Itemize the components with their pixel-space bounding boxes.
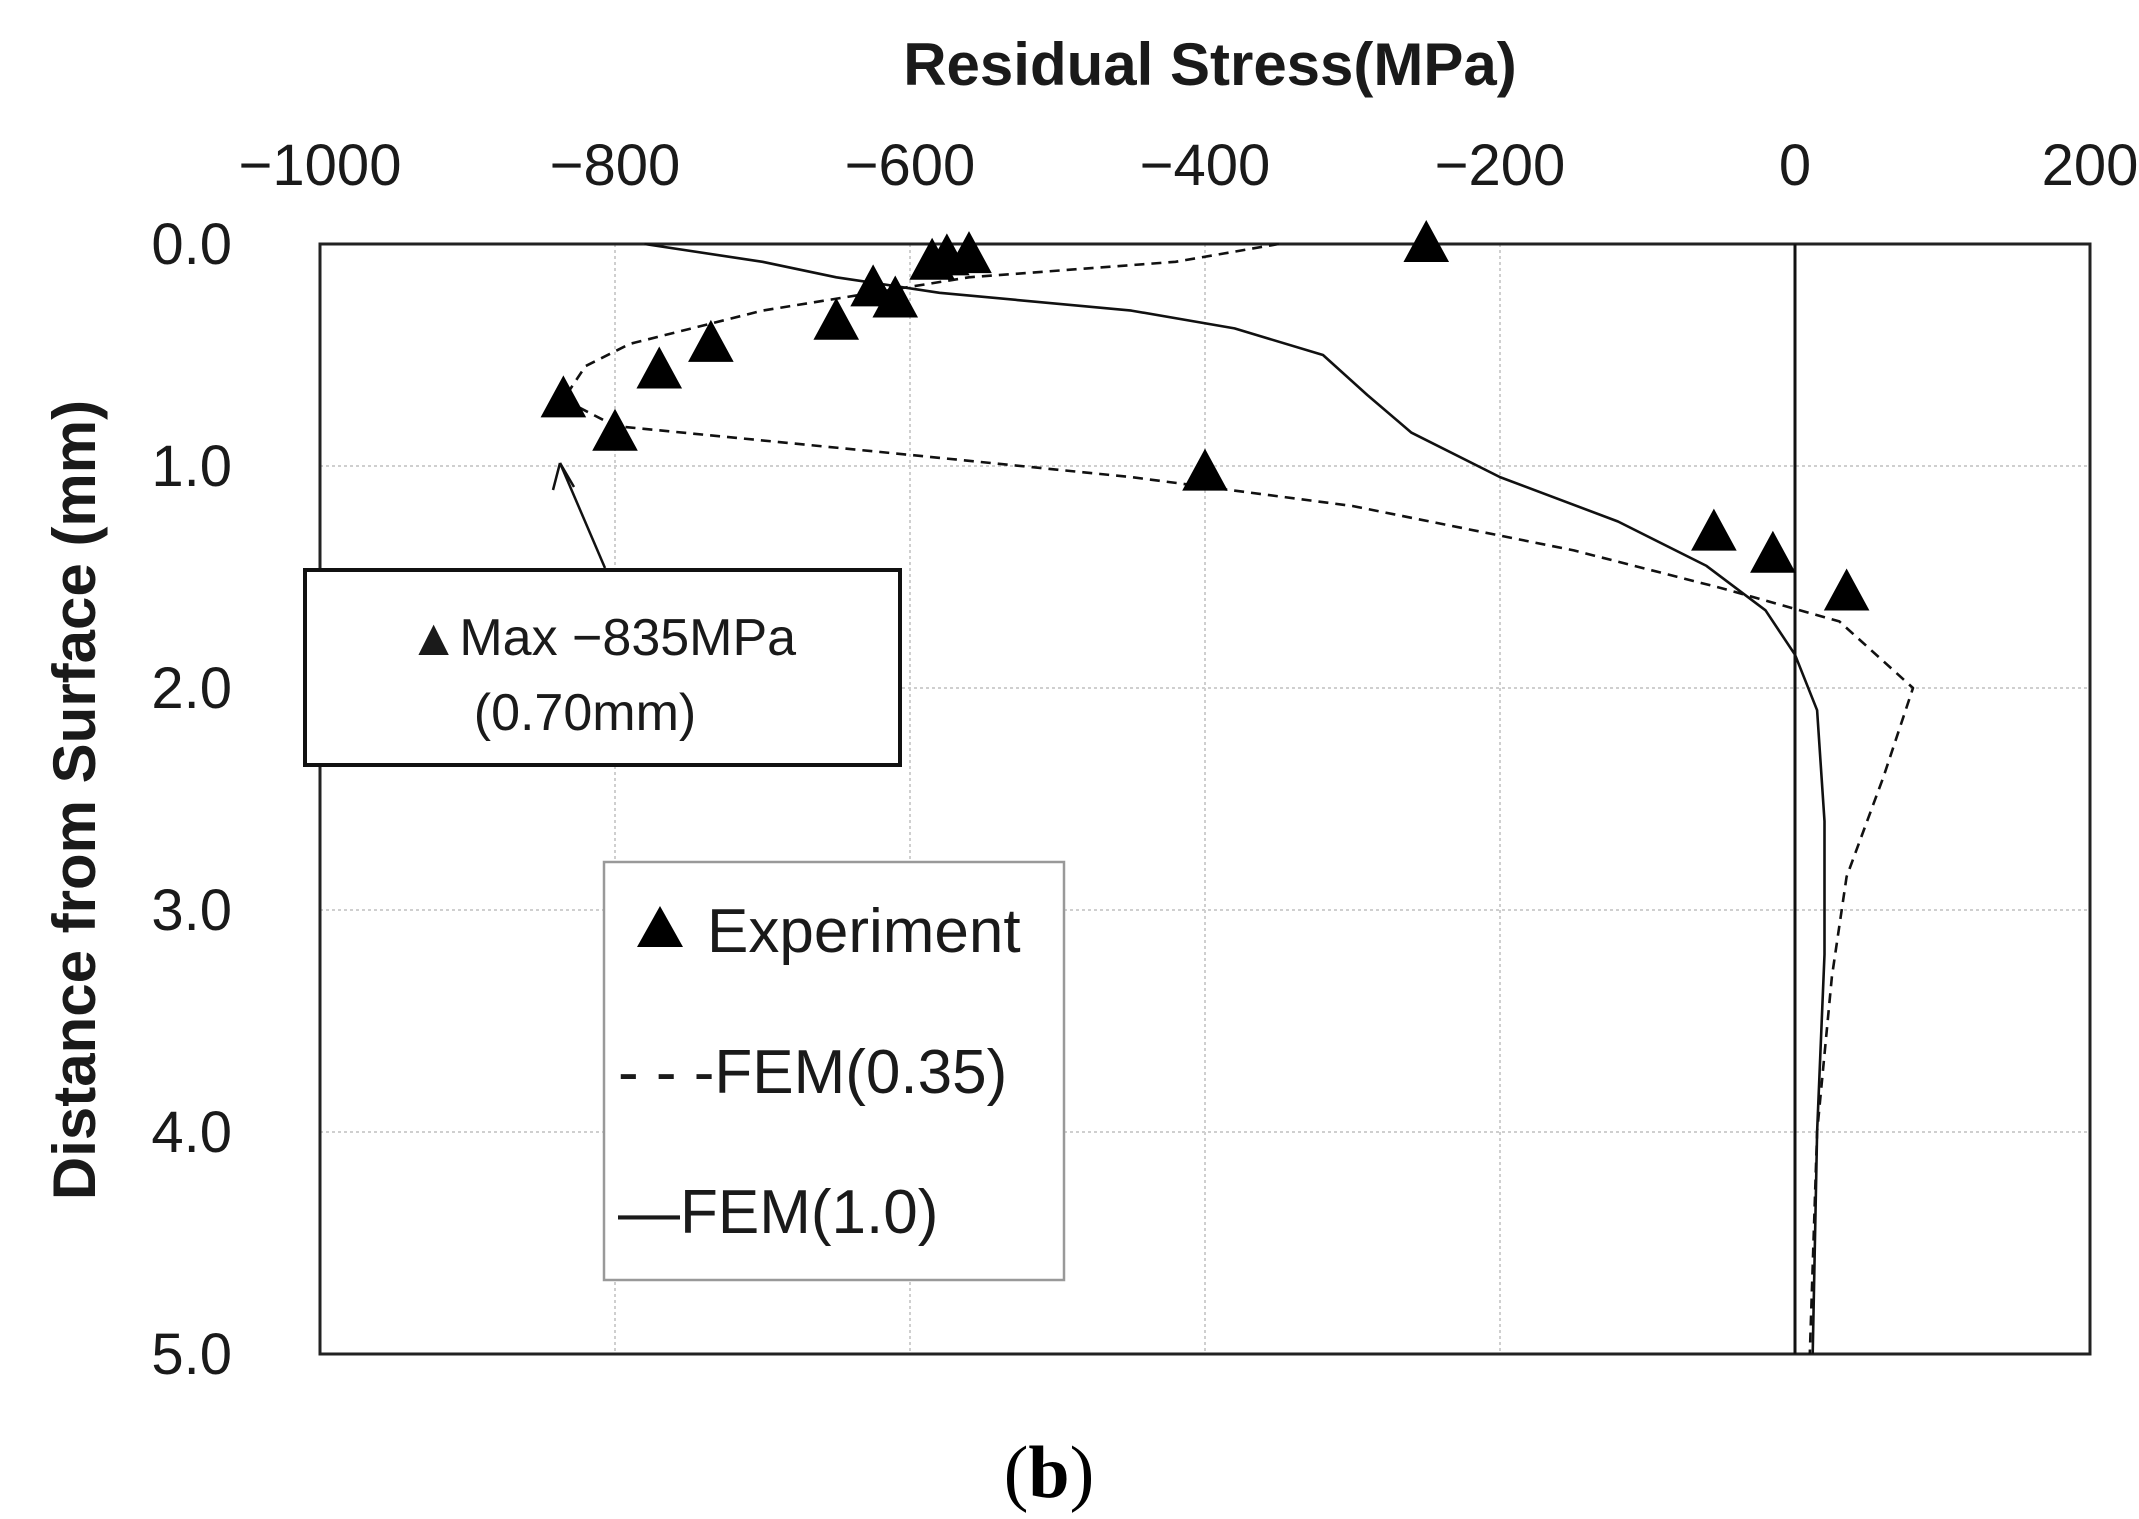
annotation-line1: ▲Max −835MPa [408,609,796,667]
x-tick-label: −200 [1435,133,1566,198]
x-axis-title: Residual Stress(MPa) [903,31,1517,98]
y-tick-label: 1.0 [151,434,232,499]
y-tick-label: 3.0 [151,878,232,943]
caption-close-paren: ) [1070,1432,1095,1514]
x-tick-label: −600 [845,133,976,198]
y-tick-label: 2.0 [151,656,232,721]
experiment-triangle-marker [872,275,919,318]
experiment-triangle-marker [636,346,683,389]
experiment-triangle-marker [1750,530,1796,573]
legend-fem10-label: —FEM(1.0) [618,1178,938,1247]
plot-frame [318,242,2092,1356]
fem-0.35-dashed-line [562,242,1915,1355]
caption-letter: b [1028,1432,1069,1514]
y-axis-ticks: 0.0 1.0 2.0 3.0 4.0 5.0 [151,212,232,1387]
experiment-triangle-marker [813,297,860,340]
series-layer [562,242,1915,1355]
y-tick-label: 5.0 [151,1322,232,1387]
legend-experiment-triangle-icon [637,906,683,947]
experiment-triangle-marker [1691,508,1737,551]
max-annotation: ▲Max −835MPa (0.70mm) [303,462,902,767]
x-tick-label: −400 [1140,133,1271,198]
annotation-arrowhead [551,462,576,491]
experiment-triangle-marker [946,231,992,274]
caption-open-paren: ( [1004,1432,1029,1514]
y-tick-label: 4.0 [151,1100,232,1165]
y-tick-label: 0.0 [151,212,232,277]
legend-fem035-label: - - -FEM(0.35) [618,1038,1007,1107]
legend: Experiment - - -FEM(0.35) —FEM(1.0) [602,860,1066,1282]
x-tick-label: −1000 [239,133,402,198]
annotation-box [303,568,902,767]
legend-experiment-label: Experiment [707,897,1021,966]
experiment-markers [540,220,1870,611]
x-axis-ticks: −1000 −800 −600 −400 −200 0 200 [239,133,2139,198]
annotation-max-value: Max −835MPa [459,609,796,667]
experiment-triangle-marker [540,375,587,418]
fem-1.0-solid-line [644,242,1826,1355]
annotation-triangle-glyph: ▲ [408,609,459,667]
x-tick-label: −800 [550,133,681,198]
experiment-triangle-marker [1182,448,1228,491]
annotation-line2: (0.70mm) [474,684,696,742]
experiment-triangle-marker [1403,220,1450,262]
experiment-triangle-marker [592,408,638,451]
experiment-triangle-marker [688,319,734,362]
experiment-triangle-marker [1823,568,1870,611]
y-axis-title: Distance from Surface (mm) [41,400,108,1200]
annotation-arrow-line [558,462,607,569]
x-tick-label: 0 [1779,133,1811,198]
x-tick-label: 200 [2042,133,2139,198]
figure-caption: (b) [1004,1432,1094,1514]
legend-box [602,860,1066,1282]
